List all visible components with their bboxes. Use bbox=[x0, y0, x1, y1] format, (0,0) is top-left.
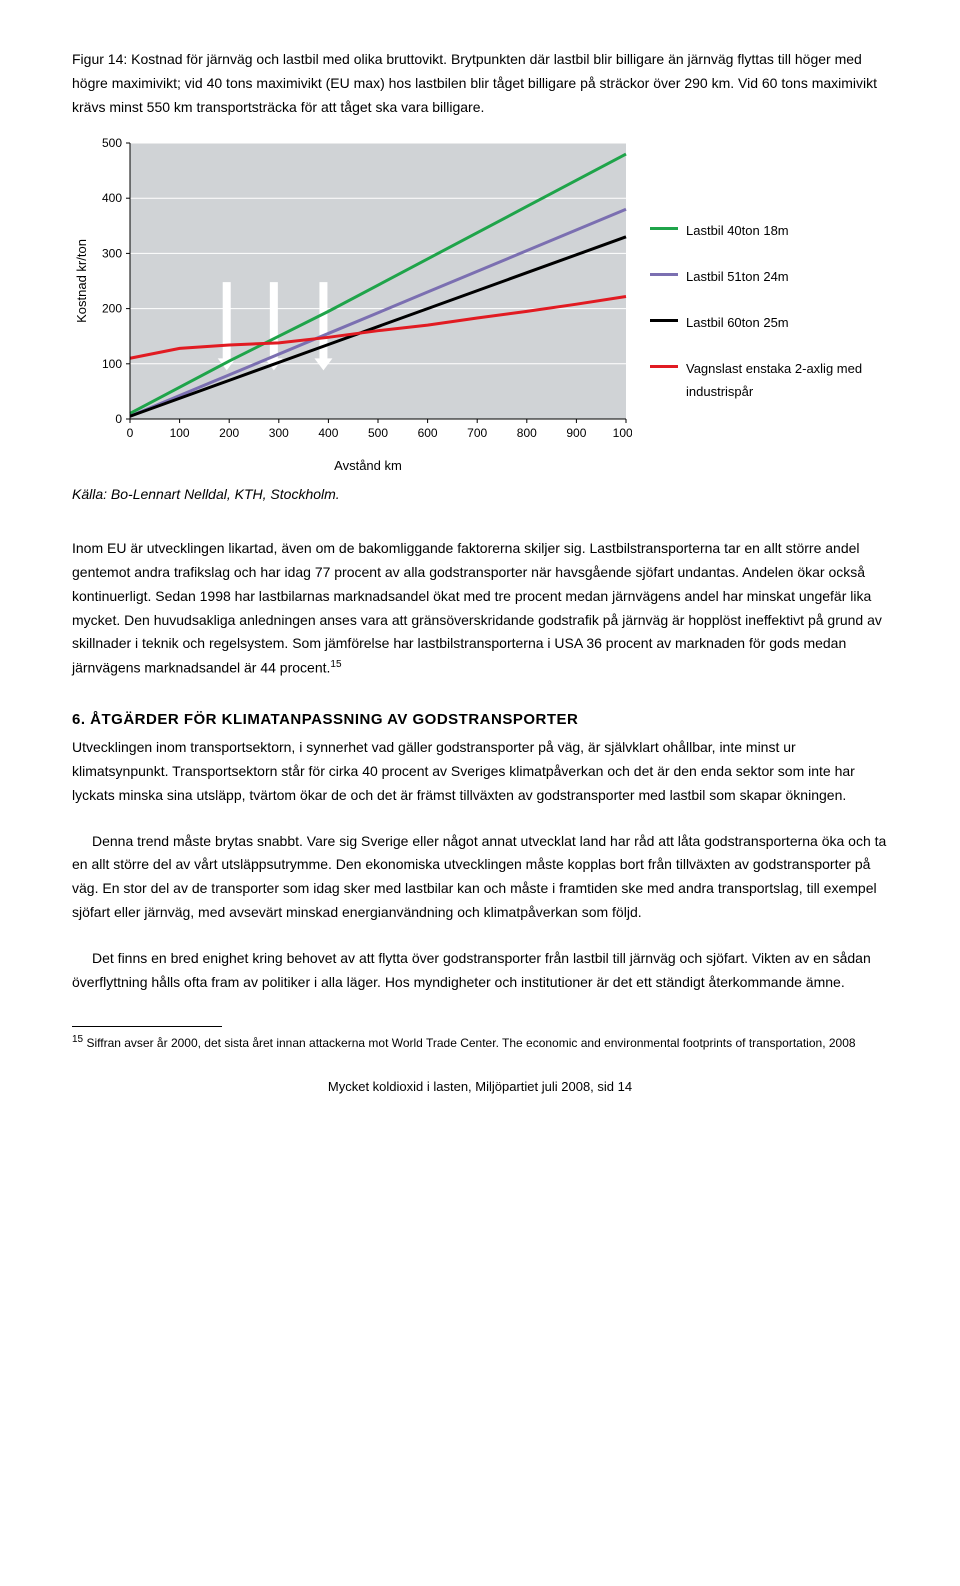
x-axis-label: Avstånd km bbox=[108, 455, 628, 477]
legend-item: Lastbil 51ton 24m bbox=[650, 266, 888, 288]
svg-text:200: 200 bbox=[219, 426, 239, 440]
svg-text:600: 600 bbox=[418, 426, 438, 440]
legend-label: Lastbil 51ton 24m bbox=[686, 266, 789, 288]
legend-label: Lastbil 60ton 25m bbox=[686, 312, 789, 334]
legend-swatch bbox=[650, 365, 678, 368]
paragraph-2: Utvecklingen inom transportsektorn, i sy… bbox=[72, 736, 888, 807]
svg-text:0: 0 bbox=[127, 426, 134, 440]
legend-label: Vagnslast enstaka 2-axlig med industrisp… bbox=[686, 358, 888, 402]
paragraph-1: Inom EU är utvecklingen likartad, även o… bbox=[72, 537, 888, 680]
svg-text:Kostnad kr/ton: Kostnad kr/ton bbox=[74, 239, 89, 323]
svg-text:700: 700 bbox=[467, 426, 487, 440]
footnote-ref-15: 15 bbox=[330, 659, 341, 670]
footnote-text: Siffran avser år 2000, det sista året in… bbox=[83, 1036, 855, 1050]
legend-item: Vagnslast enstaka 2-axlig med industrisp… bbox=[650, 358, 888, 402]
legend-swatch bbox=[650, 227, 678, 230]
paragraph-4: Det finns en bred enighet kring behovet … bbox=[72, 947, 888, 995]
svg-text:300: 300 bbox=[269, 426, 289, 440]
legend: Lastbil 40ton 18m Lastbil 51ton 24m Lastbi… bbox=[650, 182, 888, 402]
figure-caption: Figur 14: Kostnad för järnväg och lastbi… bbox=[72, 48, 888, 119]
paragraph-1-text: Inom EU är utvecklingen likartad, även o… bbox=[72, 540, 882, 676]
paragraph-3: Denna trend måste brytas snabbt. Vare si… bbox=[72, 830, 888, 925]
chart-container: 0 100 200 300 400 500 0 100 200 300 400 500 600 700 80… bbox=[72, 137, 888, 447]
legend-item: Lastbil 40ton 18m bbox=[650, 220, 888, 242]
chart-source: Källa: Bo-Lennart Nelldal, KTH, Stockhol… bbox=[72, 483, 888, 507]
cost-chart: 0 100 200 300 400 500 0 100 200 300 400 500 600 700 80… bbox=[72, 137, 632, 447]
section-heading: 6. ÅTGÄRDER FÖR KLIMATANPASSNING AV GODS… bbox=[72, 707, 888, 733]
legend-label: Lastbil 40ton 18m bbox=[686, 220, 789, 242]
svg-text:900: 900 bbox=[566, 426, 586, 440]
footnote-15: 15 Siffran avser år 2000, det sista året… bbox=[72, 1033, 888, 1052]
svg-text:300: 300 bbox=[102, 247, 122, 261]
svg-text:0: 0 bbox=[115, 412, 122, 426]
svg-text:400: 400 bbox=[102, 192, 122, 206]
legend-swatch bbox=[650, 273, 678, 276]
svg-text:100: 100 bbox=[170, 426, 190, 440]
svg-text:800: 800 bbox=[517, 426, 537, 440]
svg-text:1000: 1000 bbox=[613, 426, 632, 440]
footnote-marker: 15 bbox=[72, 1034, 83, 1045]
legend-swatch bbox=[650, 319, 678, 322]
legend-item: Lastbil 60ton 25m bbox=[650, 312, 888, 334]
svg-text:500: 500 bbox=[368, 426, 388, 440]
svg-text:400: 400 bbox=[318, 426, 338, 440]
svg-text:200: 200 bbox=[102, 302, 122, 316]
page-footer: Mycket koldioxid i lasten, Miljöpartiet … bbox=[72, 1076, 888, 1098]
footnote-separator bbox=[72, 1026, 222, 1027]
svg-text:500: 500 bbox=[102, 137, 122, 150]
svg-text:100: 100 bbox=[102, 357, 122, 371]
